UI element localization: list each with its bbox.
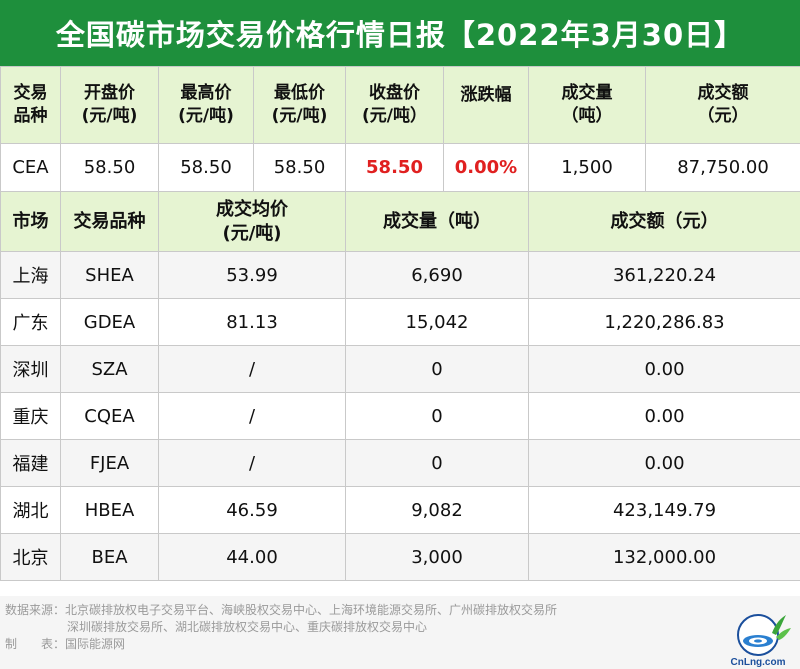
cell-market: 湖北: [0, 486, 61, 534]
cell-avg-price: /: [158, 345, 346, 393]
cell-amount: 0.00: [528, 439, 800, 487]
cell-avg-price: /: [158, 439, 346, 487]
cell-amount: 1,220,286.83: [528, 298, 800, 346]
cell-volume: 0: [345, 392, 529, 440]
table-row: 广东 GDEA 81.13 15,042 1,220,286.83: [0, 298, 800, 346]
table-row: 湖北 HBEA 46.59 9,082 423,149.79: [0, 486, 800, 534]
cell-open: 58.50: [60, 143, 159, 192]
cell-amount: 0.00: [528, 345, 800, 393]
cell-market: 重庆: [0, 392, 61, 440]
page-title: 全国碳市场交易价格行情日报【2022年3月30日】: [0, 0, 800, 66]
cell-high: 58.50: [158, 143, 254, 192]
logo-text: CnLng.com: [731, 657, 786, 667]
source-label: 数据来源：: [5, 603, 66, 617]
cell-change: 0.00%: [443, 143, 529, 192]
header-cell: 涨跌幅: [443, 66, 529, 144]
cell-low: 58.50: [253, 143, 346, 192]
cea-price-table: 交易 品种 开盘价 (元/吨) 最高价 (元/吨) 最低价 (元/吨) 收盘价 (元/吨）…: [0, 66, 800, 192]
cell-amount: 0.00: [528, 392, 800, 440]
header-cell: 成交均价 (元/吨): [158, 191, 346, 252]
header-cell: 成交额（元）: [528, 191, 800, 252]
maker-label: 制 表：: [5, 637, 66, 651]
cell-market: 广东: [0, 298, 61, 346]
cell-amount: 423,149.79: [528, 486, 800, 534]
header-cell: 成交量（吨）: [528, 66, 646, 144]
table-row: 上海 SHEA 53.99 6,690 361,220.24: [0, 251, 800, 299]
regional-header-row: 市场 交易品种 成交均价 (元/吨) 成交量（吨） 成交额（元）: [0, 191, 800, 252]
maker-line: 制 表：国际能源网: [5, 636, 800, 653]
cell-volume: 6,690: [345, 251, 529, 299]
cea-header-row: 交易 品种 开盘价 (元/吨) 最高价 (元/吨) 最低价 (元/吨) 收盘价 (元/吨）…: [0, 66, 800, 144]
cell-avg-price: 44.00: [158, 533, 346, 581]
cell-amount: 361,220.24: [528, 251, 800, 299]
footer-notes: 数据来源：北京碳排放权电子交易平台、海峡股权交易中心、上海环境能源交易所、广州碳…: [0, 596, 800, 669]
cea-data-row: CEA 58.50 58.50 58.50 58.50 0.00% 1,500 …: [0, 143, 800, 192]
cell-volume: 1,500: [528, 143, 646, 192]
source-text-1: 北京碳排放权电子交易平台、海峡股权交易中心、上海环境能源交易所、广州碳排放权交易…: [65, 603, 558, 617]
cell-volume: 15,042: [345, 298, 529, 346]
header-cell: 最高价 (元/吨): [158, 66, 254, 144]
cell-volume: 3,000: [345, 533, 529, 581]
table-row: 深圳 SZA / 0 0.00: [0, 345, 800, 393]
cnlng-logo: CnLng.com: [731, 614, 791, 667]
cell-avg-price: 46.59: [158, 486, 346, 534]
cell-avg-price: 81.13: [158, 298, 346, 346]
cell-volume: 0: [345, 345, 529, 393]
cell-product: SHEA: [60, 251, 159, 299]
header-cell: 市场: [0, 191, 61, 252]
regional-market-table: 市场 交易品种 成交均价 (元/吨) 成交量（吨） 成交额（元） 上海 SHEA …: [0, 191, 800, 581]
header-cell: 开盘价 (元/吨): [60, 66, 159, 144]
maker-name: 国际能源网: [65, 637, 126, 651]
table-row: 福建 FJEA / 0 0.00: [0, 439, 800, 487]
cell-amount: 132,000.00: [528, 533, 800, 581]
cell-close: 58.50: [345, 143, 444, 192]
cell-market: 上海: [0, 251, 61, 299]
header-cell: 最低价 (元/吨): [253, 66, 346, 144]
cell-avg-price: /: [158, 392, 346, 440]
cell-volume: 9,082: [345, 486, 529, 534]
cell-product: GDEA: [60, 298, 159, 346]
cell-amount: 87,750.00: [645, 143, 800, 192]
source-line: 数据来源：北京碳排放权电子交易平台、海峡股权交易中心、上海环境能源交易所、广州碳…: [5, 602, 800, 619]
header-cell: 交易品种: [0, 66, 61, 144]
cell-market: 深圳: [0, 345, 61, 393]
source-text-2: 深圳碳排放交易所、湖北碳排放权交易中心、重庆碳排放权交易中心: [67, 620, 428, 634]
cell-product: CEA: [0, 143, 61, 192]
cell-product: BEA: [60, 533, 159, 581]
cell-product: HBEA: [60, 486, 159, 534]
cell-avg-price: 53.99: [158, 251, 346, 299]
header-cell: 收盘价 (元/吨）: [345, 66, 444, 144]
header-cell: 成交量（吨）: [345, 191, 529, 252]
cell-volume: 0: [345, 439, 529, 487]
cell-product: SZA: [60, 345, 159, 393]
header-cell: 成交额（元）: [645, 66, 800, 144]
table-row: 重庆 CQEA / 0 0.00: [0, 392, 800, 440]
cell-product: CQEA: [60, 392, 159, 440]
table-row: 北京 BEA 44.00 3,000 132,000.00: [0, 533, 800, 581]
cell-market: 福建: [0, 439, 61, 487]
cell-product: FJEA: [60, 439, 159, 487]
header-cell: 交易品种: [60, 191, 159, 252]
cell-market: 北京: [0, 533, 61, 581]
